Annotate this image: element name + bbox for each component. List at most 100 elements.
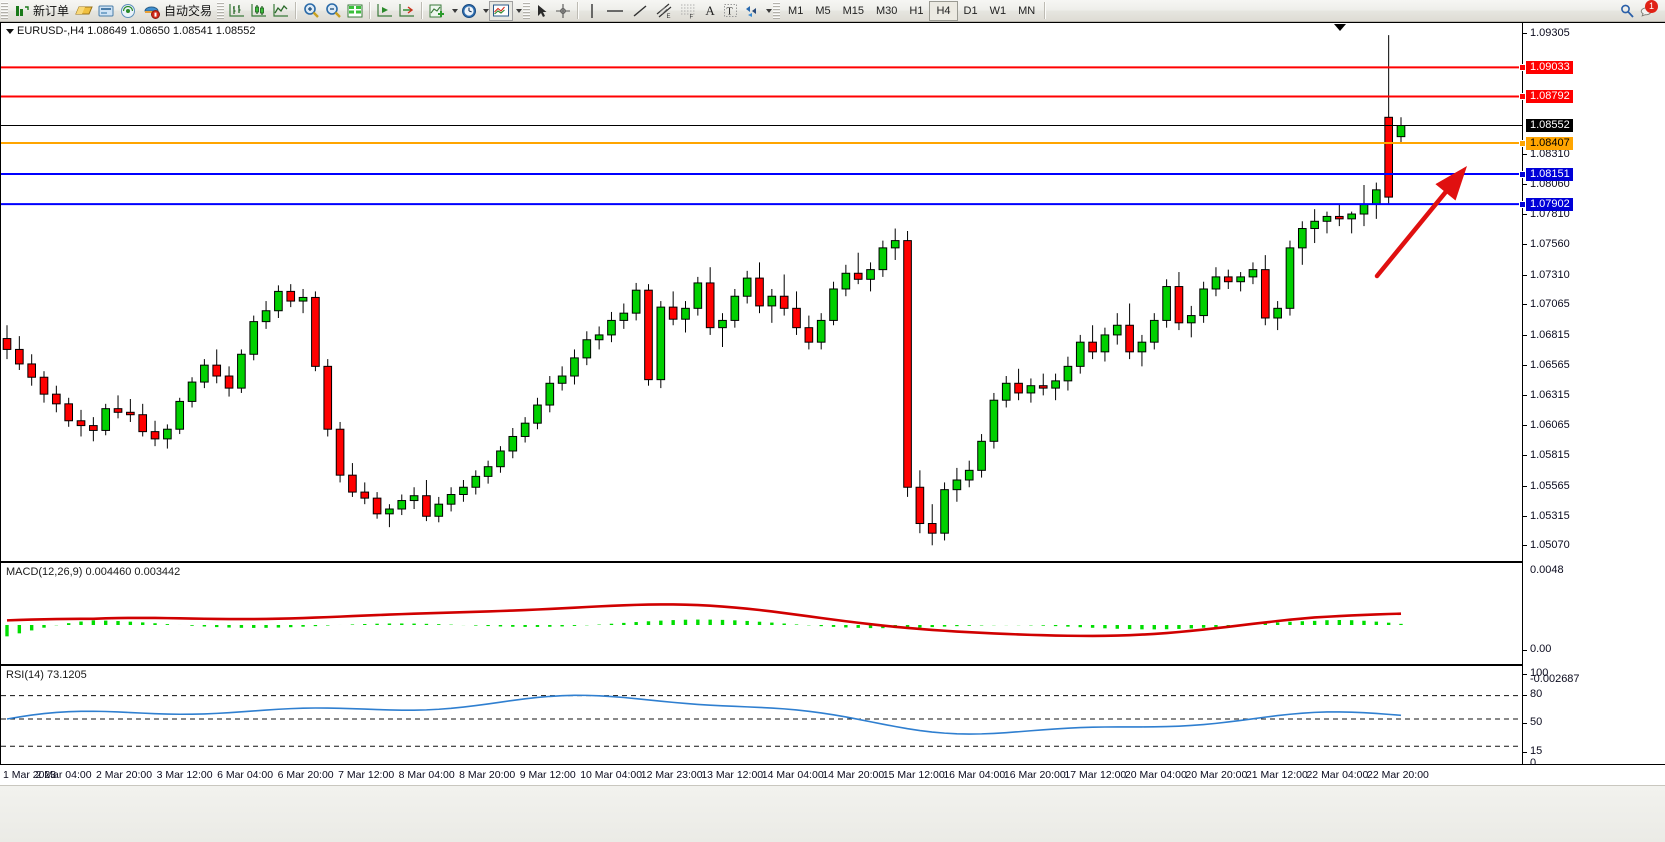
profile-button[interactable]: [95, 1, 117, 21]
cursor-button[interactable]: [532, 1, 552, 21]
tick-mark: [1523, 545, 1527, 547]
horizontal-line-button[interactable]: [602, 1, 628, 21]
current-price-tag[interactable]: 1.08552: [1526, 119, 1573, 133]
support-level-2-tag[interactable]: 1.07902: [1526, 197, 1573, 211]
crosshair-button[interactable]: [552, 1, 574, 21]
annotation-layer[interactable]: [1, 23, 1522, 561]
timeframe-d1[interactable]: D1: [963, 4, 978, 17]
chart-menu-caret-icon[interactable]: [6, 29, 14, 34]
svg-text:E: E: [667, 14, 671, 19]
support-level-1-handle[interactable]: [1519, 170, 1526, 178]
entry-price-handle[interactable]: [1519, 139, 1526, 147]
zoom-in-icon: [304, 3, 319, 18]
vertical-line-button[interactable]: [582, 1, 602, 21]
timeframe-m1[interactable]: M1: [788, 4, 804, 17]
macd-label: MACD(12,26,9) 0.004460 0.003442: [6, 566, 181, 578]
take-profit-1-handle[interactable]: [1519, 93, 1526, 100]
fibonacci-button[interactable]: F: [676, 1, 700, 21]
timeframe-m15[interactable]: M15: [842, 4, 864, 17]
candlestick-chart-button[interactable]: [248, 1, 270, 21]
rsi-tick-label: 15: [1530, 745, 1543, 757]
time-axis-label: 20 Mar 04:00: [1124, 769, 1187, 781]
text-button[interactable]: A: [700, 1, 720, 21]
main-price-pane[interactable]: EURUSD-,H4 1.08649 1.08650 1.08541 1.085…: [0, 22, 1523, 562]
take-profit-2-handle[interactable]: [1519, 63, 1526, 71]
bottom-status-area: [0, 785, 1665, 842]
zoom-out-button[interactable]: [322, 1, 344, 21]
timeframe-m5[interactable]: M5: [815, 4, 831, 17]
time-axis-label: 14 Mar 20:00: [822, 769, 885, 781]
chart-frame: EURUSD-,H4 1.08649 1.08650 1.08541 1.085…: [0, 22, 1665, 842]
period-button[interactable]: [458, 1, 480, 21]
data-window-button[interactable]: [344, 1, 366, 21]
indicators-dropdown-caret[interactable]: [452, 8, 459, 13]
svg-text:T: T: [727, 7, 733, 18]
line-chart-button[interactable]: [270, 1, 292, 21]
autotrading-button[interactable]: 自动交易: [139, 1, 216, 21]
toolbar-grip[interactable]: [1, 2, 8, 19]
trendline-button[interactable]: [628, 1, 652, 21]
line-chart-icon: [273, 4, 289, 17]
time-axis-label: 21 Mar 12:00: [1245, 769, 1308, 781]
toolbar-grip-2[interactable]: [217, 2, 225, 19]
tick-mark: [1523, 214, 1527, 216]
text-label-button[interactable]: T: [720, 1, 741, 21]
templates-dropdown-caret[interactable]: [516, 8, 523, 13]
timeframe-m30[interactable]: M30: [876, 4, 898, 17]
time-axis-label: 7 Mar 12:00: [338, 769, 395, 781]
current-bar-marker-icon: [1334, 24, 1346, 31]
notifications-button[interactable]: 1: [1637, 0, 1658, 20]
zoom-in-button[interactable]: [300, 1, 322, 21]
macd-tick-label: -0.002687: [1530, 673, 1580, 685]
shapes-dropdown-caret[interactable]: [766, 8, 773, 13]
indicators-button[interactable]: [426, 1, 449, 21]
search-button[interactable]: [1617, 1, 1637, 21]
tick-mark: [1523, 695, 1527, 696]
templates-button[interactable]: [489, 0, 514, 21]
take-profit-2-tag[interactable]: 1.09033: [1526, 60, 1573, 74]
equidistant-channel-icon: E: [656, 3, 672, 19]
period-dropdown-caret[interactable]: [483, 8, 490, 13]
price-tick-label: 1.06565: [1530, 358, 1570, 371]
take-profit-1-tag[interactable]: 1.08792: [1526, 90, 1573, 103]
new-order-button[interactable]: 新订单: [10, 1, 73, 21]
toolbar-grip-3[interactable]: [523, 2, 531, 19]
bar-chart-button[interactable]: [226, 1, 248, 21]
signals-button[interactable]: [117, 1, 139, 21]
price-tick-label: 1.06065: [1530, 419, 1570, 432]
chart-shift-button[interactable]: [374, 1, 396, 21]
timeframe-w1[interactable]: W1: [989, 4, 1007, 17]
time-axis-label: 2 Mar 04:00: [35, 769, 92, 781]
tick-mark: [1523, 274, 1527, 276]
rsi-pane[interactable]: RSI(14) 73.1205: [0, 665, 1523, 765]
rsi-label: RSI(14) 73.1205: [6, 669, 87, 681]
price-scale[interactable]: 1.09305 1.08310 1.08060 1.07810 1.07560 1.073…: [1519, 22, 1665, 769]
time-axis-label: 3 Mar 12:00: [156, 769, 213, 781]
toolbar-divider-4: [577, 2, 580, 19]
time-axis[interactable]: 1 Mar 2023 2 Mar 04:00 2 Mar 20:00 3 Mar 12…: [0, 765, 1665, 785]
bar-chart-icon: [229, 4, 245, 17]
folder-button[interactable]: [73, 1, 95, 21]
tick-mark: [1523, 394, 1527, 396]
tick-mark: [1523, 485, 1527, 487]
support-level-2-handle[interactable]: [1519, 200, 1526, 208]
timeframe-h4[interactable]: H4: [929, 0, 958, 21]
price-tick-label: 1.05565: [1530, 479, 1570, 492]
equidistant-channel-button[interactable]: E: [652, 1, 676, 21]
auto-scroll-icon: [399, 4, 415, 17]
macd-pane[interactable]: MACD(12,26,9) 0.004460 0.003442: [0, 562, 1523, 665]
timeframe-h1[interactable]: H1: [909, 4, 924, 17]
entry-price-tag[interactable]: 1.08407: [1526, 136, 1573, 150]
zoom-out-icon: [326, 3, 341, 18]
toolbar-grip-4[interactable]: [773, 2, 781, 19]
tick-mark: [1523, 153, 1527, 155]
price-tick-label: 1.07065: [1530, 298, 1570, 311]
shapes-button[interactable]: [741, 1, 763, 21]
support-level-1-tag[interactable]: 1.08151: [1526, 167, 1573, 181]
tick-mark: [1523, 364, 1527, 366]
auto-scroll-button[interactable]: [396, 1, 418, 21]
notification-badge: 1: [1645, 0, 1658, 13]
timeframe-mn[interactable]: MN: [1018, 4, 1036, 17]
crosshair-icon: [556, 3, 571, 18]
time-axis-label: 2 Mar 20:00: [96, 769, 153, 781]
